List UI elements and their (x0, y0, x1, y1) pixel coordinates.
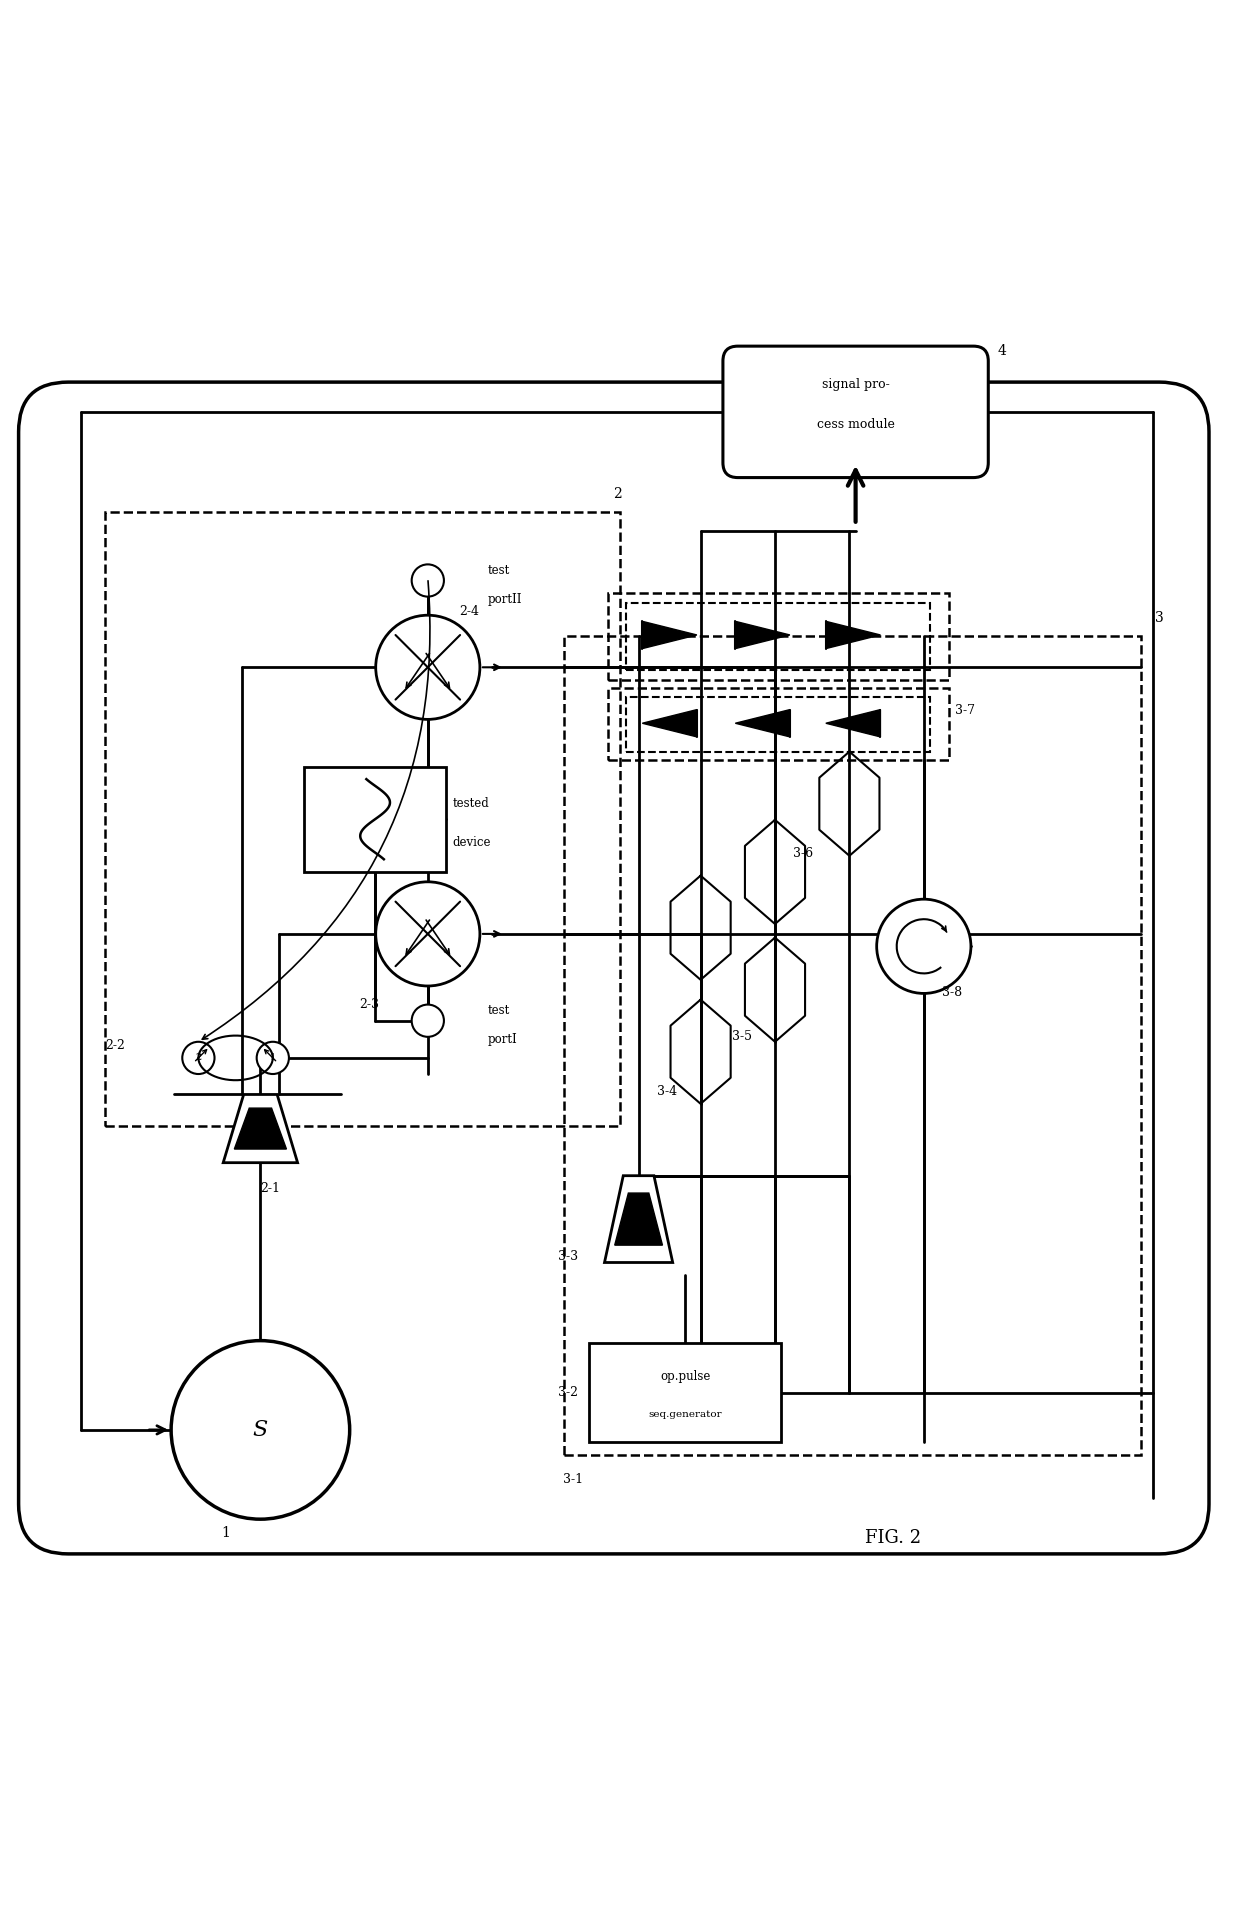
Bar (304, 766, 446, 872)
Text: test: test (487, 1004, 510, 1017)
Text: 3-2: 3-2 (558, 1387, 578, 1398)
Text: 2: 2 (195, 1053, 202, 1063)
Circle shape (376, 615, 480, 720)
Polygon shape (735, 709, 790, 737)
Circle shape (182, 1042, 215, 1074)
Polygon shape (642, 709, 697, 737)
Circle shape (877, 899, 971, 993)
Bar (589, 1343, 781, 1442)
Text: S: S (253, 1419, 268, 1440)
Polygon shape (642, 621, 697, 648)
Polygon shape (234, 1109, 286, 1149)
Text: portI: portI (487, 1033, 517, 1046)
Text: cess module: cess module (817, 417, 894, 431)
Text: 3-6: 3-6 (794, 848, 813, 859)
Bar (608, 592, 949, 680)
Text: 3: 3 (1154, 612, 1164, 625)
Text: signal pro-: signal pro- (822, 377, 889, 391)
Circle shape (412, 1004, 444, 1036)
Bar (626, 602, 930, 671)
Text: seq.generator: seq.generator (649, 1410, 722, 1419)
Polygon shape (605, 1175, 672, 1263)
Polygon shape (615, 1193, 662, 1246)
Circle shape (412, 564, 444, 596)
Text: portII: portII (487, 592, 522, 606)
Polygon shape (223, 1095, 298, 1162)
Text: 1: 1 (269, 1053, 277, 1063)
Text: 3-3: 3-3 (558, 1250, 578, 1263)
FancyBboxPatch shape (723, 347, 988, 478)
Text: 3-4: 3-4 (657, 1084, 677, 1097)
Bar (608, 688, 949, 760)
Text: device: device (453, 836, 491, 850)
Bar (626, 697, 930, 752)
Polygon shape (735, 621, 790, 648)
Text: 3-7: 3-7 (955, 705, 975, 716)
Text: 2: 2 (613, 486, 622, 501)
Text: 4: 4 (997, 345, 1007, 358)
Polygon shape (826, 709, 880, 737)
Bar (105, 512, 620, 1126)
Polygon shape (826, 621, 880, 648)
Text: 3-1: 3-1 (563, 1473, 583, 1486)
Text: op.pulse: op.pulse (660, 1370, 711, 1383)
Text: FIG. 2: FIG. 2 (864, 1530, 921, 1547)
Text: 2-1: 2-1 (260, 1181, 280, 1194)
Text: 3-5: 3-5 (732, 1031, 751, 1044)
Circle shape (376, 882, 480, 987)
Circle shape (257, 1042, 289, 1074)
Circle shape (171, 1341, 350, 1518)
Text: tested: tested (453, 796, 490, 810)
Text: 2-3: 2-3 (360, 998, 379, 1012)
Text: 2-4: 2-4 (459, 606, 479, 617)
Text: 2-2: 2-2 (105, 1038, 125, 1052)
Bar (564, 636, 1141, 1455)
Text: test: test (487, 564, 510, 577)
Text: 1: 1 (221, 1526, 231, 1539)
Text: 3-8: 3-8 (942, 985, 962, 998)
